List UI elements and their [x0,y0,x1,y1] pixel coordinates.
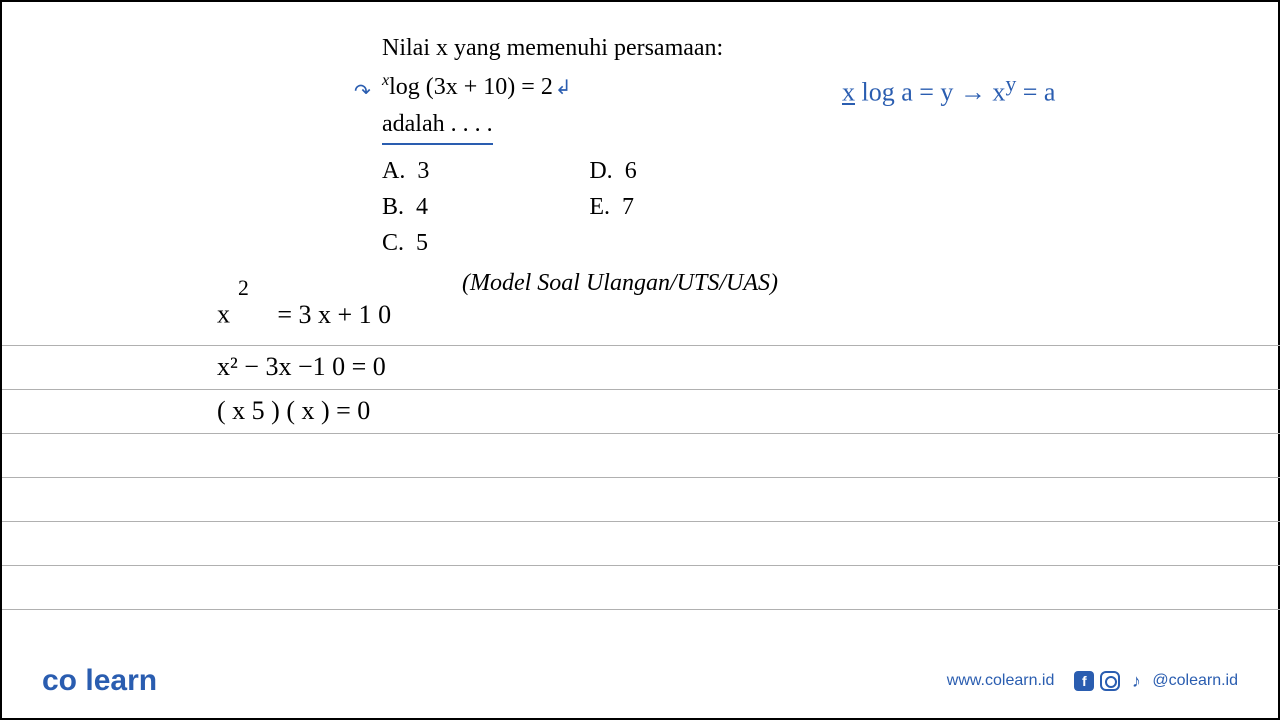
question-line-3: adalah . . . . [382,108,882,145]
choice-c: C. 5 [382,225,429,261]
facebook-icon[interactable]: f [1074,671,1094,691]
arrow-left-annotation: ↷ [354,78,371,106]
website-link[interactable]: www.colearn.id [947,672,1055,690]
ruled-line-7 [2,566,1280,610]
equation-line: ↷ xlog (3x + 10) = 2↲ [382,70,882,105]
question-block: Nilai x yang memenuhi persamaan: ↷ xlog … [382,32,882,300]
social-handle: @colearn.id [1152,672,1238,690]
instagram-icon[interactable] [1100,671,1120,691]
ruled-line-2: x² − 3x −1 0 = 0 [2,346,1280,390]
ruled-line-4 [2,434,1280,478]
ruled-line-5 [2,478,1280,522]
tiktok-icon[interactable]: ♪ [1126,671,1146,691]
choice-e: E. 7 [589,189,636,225]
choice-d: D. 6 [589,153,636,189]
question-line-1: Nilai x yang memenuhi persamaan: [382,32,882,66]
answer-choices: A. 3 B. 4 C. 5 D. 6 E. 7 [382,153,882,261]
choices-right: D. 6 E. 7 [589,153,636,261]
colearn-logo: co learn [42,664,157,698]
choices-left: A. 3 B. 4 C. 5 [382,153,429,261]
footer-right: www.colearn.id f ♪ @colearn.id [947,671,1238,691]
ruled-line-1: x2 = 3 x + 1 0 [2,302,1280,346]
ruled-line-6 [2,522,1280,566]
choice-a: A. 3 [382,153,429,189]
ruled-line-3: ( x 5 ) ( x ) = 0 [2,390,1280,434]
handwritten-formula: x log a = y → xy = a [842,72,1055,108]
work-line-3: ( x 5 ) ( x ) = 0 [217,396,370,426]
social-links: f ♪ @colearn.id [1074,671,1238,691]
source-text: (Model Soal Ulangan/UTS/UAS) [462,267,882,301]
choice-b: B. 4 [382,189,429,225]
work-line-2: x² − 3x −1 0 = 0 [217,352,386,382]
work-sup-2: x2 = 3 x + 1 0 [217,294,391,330]
equation-text: log (3x + 10) = 2 [389,74,553,100]
footer: co learn www.colearn.id f ♪ @colearn.id [2,664,1278,698]
ruled-work-area: x2 = 3 x + 1 0 x² − 3x −1 0 = 0 ( x 5 ) … [2,302,1280,610]
arrow-right-annotation: ↲ [555,77,572,99]
